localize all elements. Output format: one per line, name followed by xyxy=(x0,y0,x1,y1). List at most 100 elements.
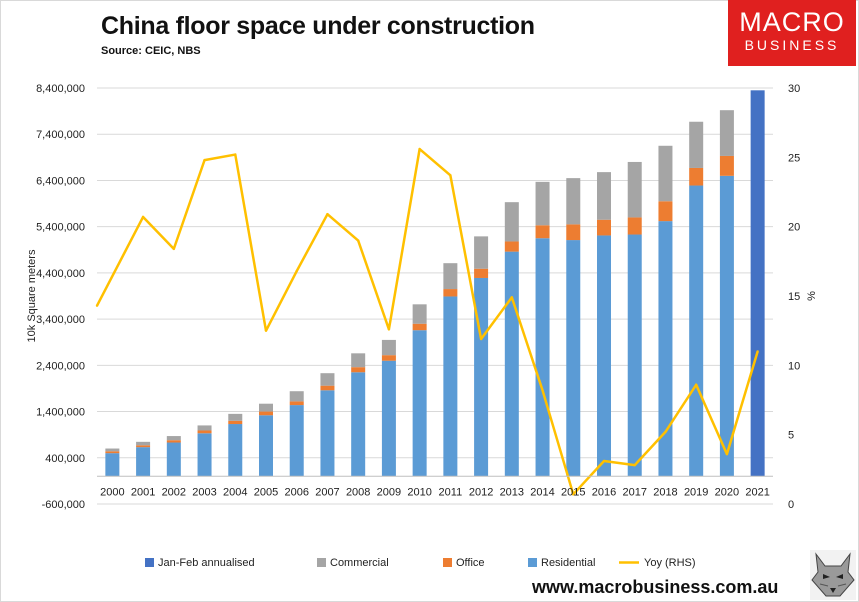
commercial-bar xyxy=(320,373,335,386)
residential-bar xyxy=(597,235,611,477)
residential-bar xyxy=(197,433,212,477)
x-tick-label: 2021 xyxy=(745,486,769,498)
office-bar xyxy=(689,167,704,186)
x-tick-label: 2010 xyxy=(407,486,431,498)
residential-bar xyxy=(166,442,181,477)
commercial-bar xyxy=(535,181,550,226)
office-bar xyxy=(259,411,273,416)
yoy-point xyxy=(756,350,759,353)
residential-bar xyxy=(136,447,151,477)
x-tick-label: 2017 xyxy=(622,486,646,498)
legend-label: Office xyxy=(456,557,485,569)
x-tick-label: 2004 xyxy=(223,486,247,498)
residential-bar xyxy=(412,330,427,477)
macrobusiness-logo: MACRO BUSINESS xyxy=(728,0,856,66)
x-tick-label: 2014 xyxy=(530,486,554,498)
residential-bar xyxy=(320,390,335,477)
commercial-bar xyxy=(474,236,489,269)
residential-bar xyxy=(627,234,642,477)
residential-bar xyxy=(228,424,243,477)
x-tick-label: 2002 xyxy=(162,486,186,498)
legend-label: Residential xyxy=(541,557,595,569)
office-bar xyxy=(627,217,642,235)
legend: Jan-Feb annualised Commercial Office Reside… xyxy=(145,557,696,569)
yoy-point xyxy=(694,383,698,386)
y2-axis-title: % xyxy=(806,291,818,301)
residential-bar xyxy=(689,185,704,477)
office-bar xyxy=(381,355,396,361)
yoy-line xyxy=(95,147,759,496)
residential-bar xyxy=(443,296,458,477)
residential-bar xyxy=(504,251,519,477)
yoy-point xyxy=(602,459,606,463)
y2-tick-label: 25 xyxy=(788,152,800,164)
x-tick-label: 2018 xyxy=(653,486,677,498)
commercial-bar xyxy=(504,202,519,242)
residential-bar xyxy=(658,221,673,477)
commercial-bar xyxy=(136,441,151,446)
residential-bar xyxy=(105,453,120,477)
chart-source: Source: CEIC, NBS xyxy=(101,45,201,57)
residential-bar xyxy=(566,240,581,477)
y2-tick-label: 20 xyxy=(788,222,800,234)
x-tick-label: 2007 xyxy=(315,486,339,498)
office-bar xyxy=(197,430,212,434)
commercial-bar xyxy=(166,436,181,441)
x-tick-label: 2015 xyxy=(561,486,585,498)
y-tick-label: 6,400,000 xyxy=(36,175,85,187)
residential-bar xyxy=(351,372,366,477)
wolf-logo-icon xyxy=(810,550,856,600)
axes-layer: 8,400,000 7,400,000 6,400,000 5,400,000 4,40… xyxy=(26,83,818,511)
x-tick-label: 2012 xyxy=(469,486,493,498)
legend-label: Yoy (RHS) xyxy=(644,557,696,569)
legend-label: Jan-Feb annualised xyxy=(158,557,255,569)
residential-bar xyxy=(381,360,396,477)
x-tick-label: 2006 xyxy=(284,486,308,498)
commercial-bar xyxy=(105,448,120,452)
y-tick-label: 400,000 xyxy=(45,453,85,465)
commercial-bar xyxy=(597,172,611,220)
annualised-bar xyxy=(750,90,765,477)
commercial-bar xyxy=(719,110,734,156)
office-bar xyxy=(535,225,550,239)
x-tick-label: 2009 xyxy=(377,486,401,498)
yoy-point xyxy=(418,147,421,151)
commercial-bar xyxy=(351,353,366,368)
x-tick-label: 2005 xyxy=(254,486,278,498)
office-bar xyxy=(105,451,120,454)
office-bar xyxy=(658,201,673,222)
commercial-bar xyxy=(289,391,304,402)
residential-bar xyxy=(259,415,273,477)
commercial-bar xyxy=(443,263,458,290)
yoy-point xyxy=(295,269,298,273)
x-tick-label: 2008 xyxy=(346,486,370,498)
x-tick-label: 2000 xyxy=(100,486,124,498)
legend-swatch xyxy=(528,558,537,567)
commercial-bar xyxy=(689,121,704,168)
legend-swatch xyxy=(145,558,154,567)
office-bar xyxy=(597,219,611,236)
commercial-bar xyxy=(627,161,642,218)
y2-tick-label: 0 xyxy=(788,499,794,511)
yoy-point xyxy=(356,239,360,242)
y-axis-title: 10k Square meters xyxy=(26,249,38,342)
yoy-point xyxy=(95,304,99,307)
office-bar xyxy=(320,385,335,391)
residential-bar xyxy=(535,238,550,477)
commercial-bar xyxy=(381,339,396,356)
commercial-bar xyxy=(658,145,673,202)
residential-bar xyxy=(289,405,304,477)
legend-swatch xyxy=(443,558,452,567)
office-bar xyxy=(474,268,489,278)
yoy-point xyxy=(172,247,176,251)
yoy-point xyxy=(541,389,544,392)
commercial-bar xyxy=(228,413,243,421)
yoy-point xyxy=(725,452,729,456)
website-footer: www.macrobusiness.com.au xyxy=(532,577,779,597)
y-tick-label: 2,400,000 xyxy=(36,360,85,372)
y-tick-label: 3,400,000 xyxy=(36,314,85,326)
office-bar xyxy=(443,289,458,297)
y2-tick-label: 5 xyxy=(788,430,794,442)
commercial-bar xyxy=(412,304,427,324)
logo-line-1: MACRO xyxy=(739,7,845,37)
